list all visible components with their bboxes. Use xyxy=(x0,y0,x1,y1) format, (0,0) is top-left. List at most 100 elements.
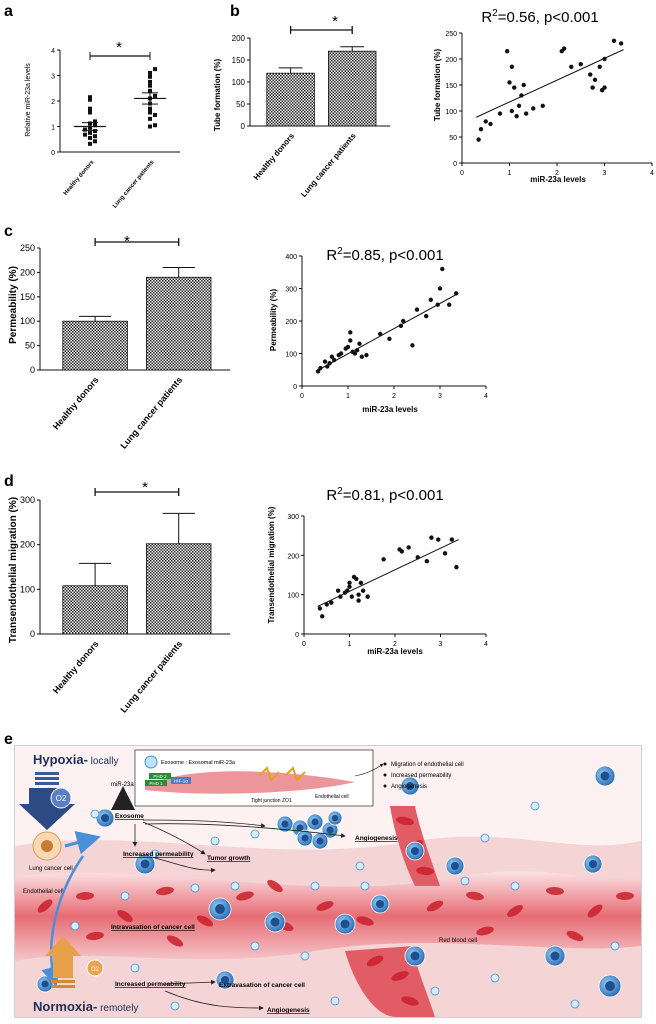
y-tick-label: 100 xyxy=(445,109,457,116)
category-label: Healthy donors xyxy=(51,375,101,432)
data-point xyxy=(509,108,515,114)
x-tick-label: 3 xyxy=(439,641,443,648)
y-tick-label: 0 xyxy=(293,384,297,391)
data-point xyxy=(93,119,97,124)
data-point xyxy=(428,297,433,303)
red-blood-cell xyxy=(366,955,384,967)
lightning-icon xyxy=(258,766,280,782)
y-tick-label: 300 xyxy=(287,514,299,521)
cell-nucleus xyxy=(410,951,420,961)
data-point xyxy=(401,318,406,324)
data-point xyxy=(153,113,157,118)
panel-c-scatter: R2=0.85, p<0.001 Permeability (%) 010020… xyxy=(269,246,488,414)
data-point xyxy=(387,336,392,342)
data-point xyxy=(483,119,488,124)
migration-arrow xyxy=(41,855,85,987)
data-point xyxy=(360,588,366,593)
data-point xyxy=(317,606,323,611)
data-point xyxy=(148,110,152,115)
red-blood-cell xyxy=(391,971,409,981)
data-point xyxy=(83,132,87,137)
lung-cancer-cell-label: Lung cancer cell xyxy=(29,866,73,872)
exosome-vesicle xyxy=(430,986,440,996)
y-tick-label: 200 xyxy=(287,553,299,560)
cell-nucleus xyxy=(405,781,415,791)
data-point xyxy=(447,302,452,307)
exosome-vesicle xyxy=(610,941,620,951)
data-point xyxy=(364,352,369,358)
exosome-vesicle xyxy=(120,891,130,901)
effect-item: Increased permeability xyxy=(391,773,451,779)
y-tick-label: 1 xyxy=(51,125,55,132)
data-point xyxy=(356,598,361,603)
x-tick-label: 1 xyxy=(346,393,350,400)
panel-b-bar: b Tube formation (%) 0 50 100 150 200 Healthy… xyxy=(213,3,390,199)
data-point xyxy=(597,64,602,70)
o2-up-arrow: O2 xyxy=(45,936,104,988)
effect-arrow xyxy=(354,763,384,777)
o2-down-arrow: O2 xyxy=(19,772,75,830)
tumor-growth-label: Tumor growth xyxy=(207,855,250,862)
exosome-vesicle xyxy=(230,881,240,891)
data-point xyxy=(148,74,152,79)
cell-nucleus xyxy=(270,917,280,927)
panel-label: d xyxy=(4,473,14,490)
data-point xyxy=(476,137,481,142)
y-tick-label: 150 xyxy=(20,292,35,302)
y-tick-label: 0 xyxy=(453,161,457,168)
hypoxia-label: Hypoxia- locally xyxy=(33,752,118,767)
y-tick-label: 0 xyxy=(30,629,35,639)
bullet xyxy=(383,784,387,788)
y-axis-label: Permeability (%) xyxy=(8,266,19,344)
panel-label: b xyxy=(230,3,240,20)
data-point xyxy=(93,123,97,128)
x-tick-label: 1 xyxy=(508,170,512,177)
x-axis-label: miR-23a levels xyxy=(362,405,418,414)
exosome-vesicle xyxy=(130,963,140,973)
normoxia-label: Normoxia- remotely xyxy=(33,999,138,1014)
y-tick-label: 50 xyxy=(236,100,245,109)
exosome-vesicle xyxy=(460,876,470,886)
data-point xyxy=(561,46,567,51)
exosome-vesicle xyxy=(90,809,100,819)
y-tick-label: 200 xyxy=(20,540,35,550)
red-blood-cell xyxy=(236,891,254,901)
data-point xyxy=(569,64,574,70)
category-label: Lung cancer patients xyxy=(118,375,184,450)
cell-nucleus xyxy=(220,975,230,985)
y-tick-label: 2 xyxy=(51,99,55,106)
x-tick-label: 0 xyxy=(302,641,306,648)
data-point xyxy=(93,129,97,134)
data-point xyxy=(88,130,92,135)
cell-nucleus xyxy=(311,818,319,826)
red-blood-cell xyxy=(416,866,434,876)
data-point xyxy=(512,85,517,90)
panel-b-scatter: R2=0.56, p<0.001 Tube formation (%) 0 50 1… xyxy=(433,8,654,184)
data-point xyxy=(148,70,152,75)
data-point xyxy=(531,106,536,111)
bar xyxy=(62,320,128,371)
bullet xyxy=(383,762,387,766)
data-point xyxy=(347,584,352,589)
x-tick-label: 1 xyxy=(348,641,352,648)
exosome-vesicle xyxy=(530,801,540,811)
tight-junction-label: Tight junction ZO1 xyxy=(251,798,292,804)
data-point xyxy=(148,79,152,84)
data-point xyxy=(516,103,522,109)
hif-label: HIF-1α xyxy=(174,779,188,784)
x-axis-label: miR-23a levels xyxy=(530,175,586,184)
exosome-vesicle xyxy=(480,833,490,843)
data-point xyxy=(347,580,352,586)
red-blood-cell xyxy=(426,900,444,912)
red-blood-cell xyxy=(196,915,214,927)
data-point xyxy=(329,354,335,359)
red-blood-cell xyxy=(356,916,374,926)
panel-label: a xyxy=(4,3,13,20)
data-point xyxy=(88,141,92,146)
data-point xyxy=(514,114,519,119)
bar xyxy=(327,50,377,127)
cell-nucleus xyxy=(550,951,560,961)
increased-permeability-label: Increased permeability xyxy=(123,851,194,858)
cell-nucleus xyxy=(140,859,150,869)
red-blood-cell xyxy=(267,879,283,893)
